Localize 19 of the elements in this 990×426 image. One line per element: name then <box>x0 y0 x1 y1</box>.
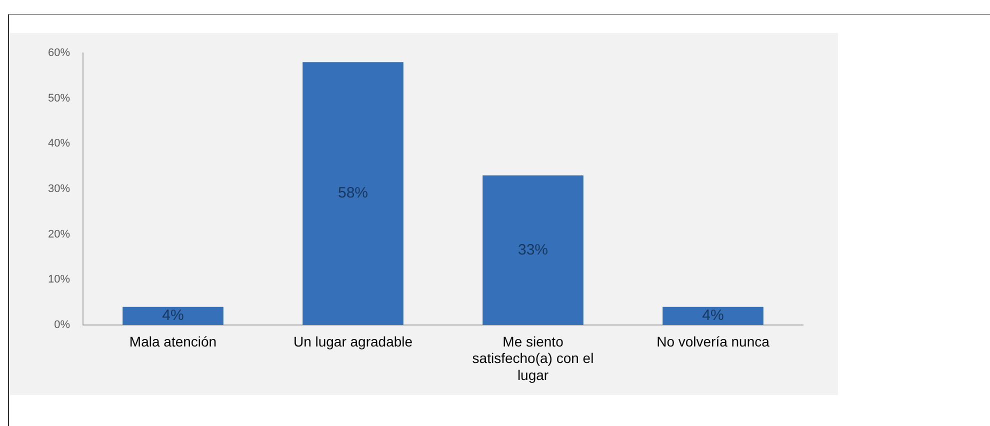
bar <box>662 306 764 325</box>
y-tick-label: 50% <box>48 92 70 104</box>
data-label: 4% <box>162 307 184 324</box>
x-tick-label: Un lugar agradable <box>293 333 413 350</box>
y-tick-label: 40% <box>48 138 70 150</box>
y-tick-label: 10% <box>48 274 70 286</box>
bar <box>302 62 404 325</box>
x-tick-label: Me siento satisfecho(a) con el lugar <box>472 333 594 383</box>
data-label: 4% <box>702 307 724 324</box>
bar <box>482 175 584 325</box>
y-tick-label: 30% <box>48 183 70 196</box>
y-tick-label: 60% <box>48 47 70 60</box>
data-label: 58% <box>338 184 368 202</box>
bar <box>122 306 224 325</box>
y-tick-label: 20% <box>48 228 70 240</box>
x-tick-label: Mala atención <box>129 333 217 350</box>
data-label: 33% <box>518 241 548 258</box>
x-tick-label: No volvería nunca <box>656 333 770 350</box>
y-tick-label: 0% <box>54 319 70 332</box>
